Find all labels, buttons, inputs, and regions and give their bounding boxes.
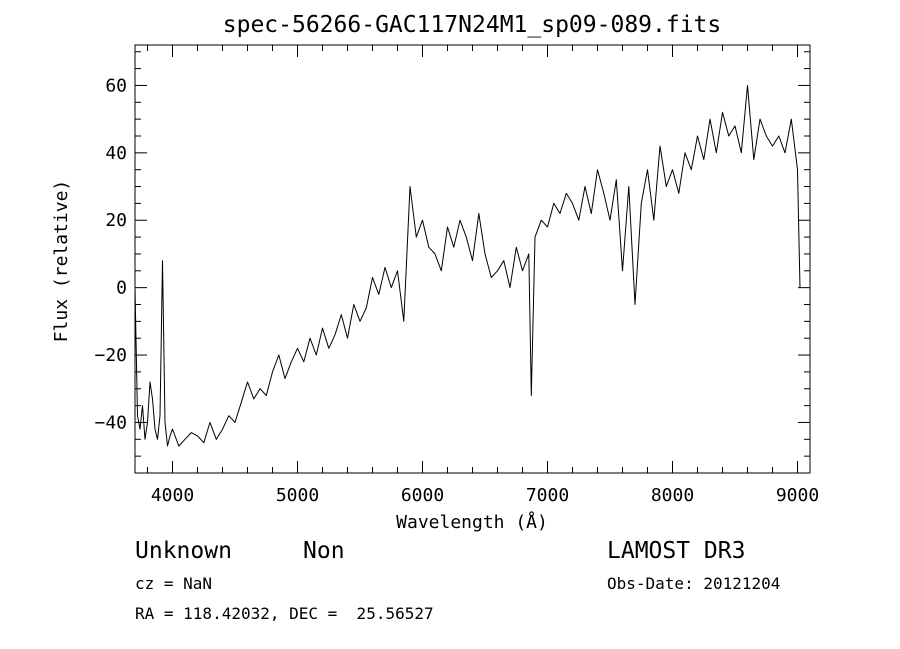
y-tick-label: 0 xyxy=(116,278,127,299)
y-tick-label: 60 xyxy=(105,75,127,96)
x-axis-label: Wavelength (Å) xyxy=(396,511,548,533)
x-axis: 4000 5000 6000 7000 8000 9000 xyxy=(147,45,819,506)
x-tick-label: 4000 xyxy=(151,485,194,506)
cz-value: cz = NaN xyxy=(135,574,213,593)
x-tick-label: 5000 xyxy=(276,485,319,506)
y-axis: −40 −20 0 20 40 60 xyxy=(94,51,810,457)
obs-date: Obs-Date: 20121204 xyxy=(607,574,781,593)
survey-label: LAMOST DR3 xyxy=(607,538,746,564)
y-tick-label: 40 xyxy=(105,143,127,164)
y-tick-label: −20 xyxy=(94,345,127,366)
y-axis-label: Flux (relative) xyxy=(51,180,72,343)
x-tick-label: 6000 xyxy=(401,485,444,506)
chart-title: spec-56266-GAC117N24M1_sp09-089.fits xyxy=(223,12,722,38)
y-tick-label: −40 xyxy=(94,412,127,433)
spectral-subclass: Non xyxy=(303,538,345,564)
x-tick-label: 9000 xyxy=(776,485,819,506)
spectral-class: Unknown xyxy=(135,538,232,564)
coordinates: RA = 118.42032, DEC = 25.56527 xyxy=(135,604,434,623)
y-tick-label: 20 xyxy=(105,210,127,231)
x-tick-label: 8000 xyxy=(651,485,694,506)
x-tick-label: 7000 xyxy=(526,485,569,506)
plot-area xyxy=(134,44,811,474)
series-flux-line xyxy=(134,84,801,447)
